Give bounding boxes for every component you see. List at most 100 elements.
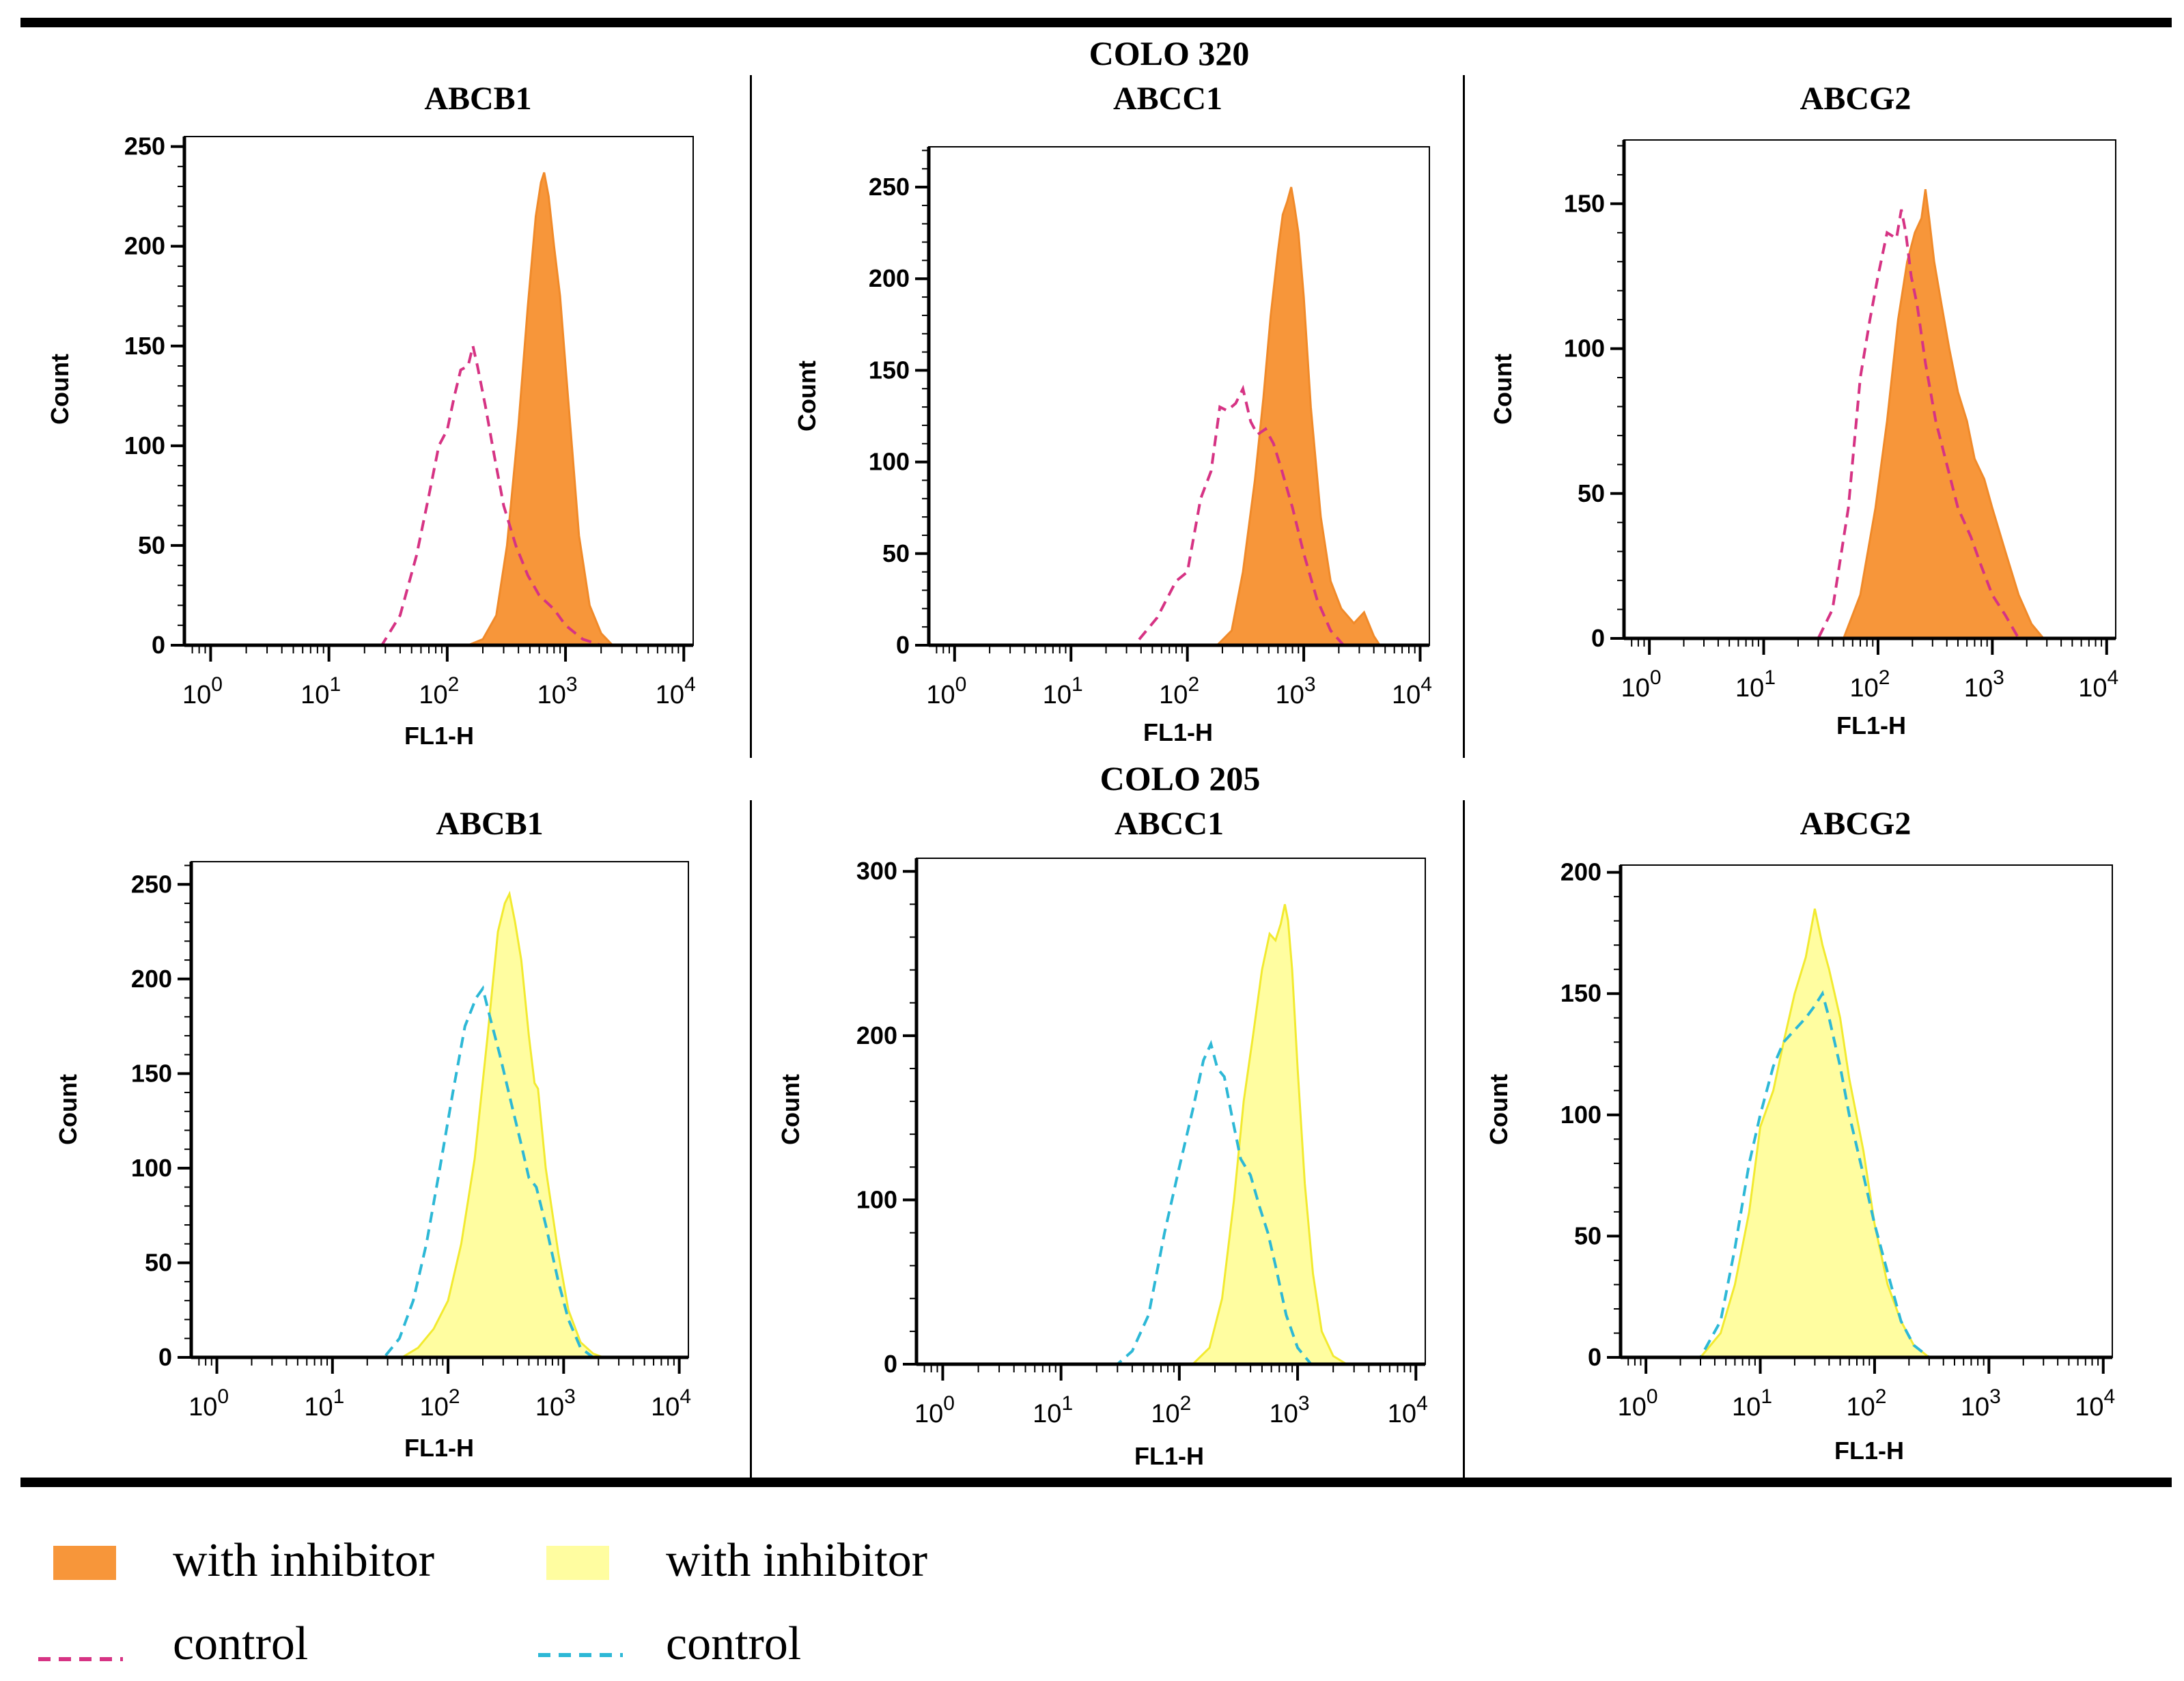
series-line-control: [191, 985, 688, 1359]
x-tick-label: 100: [1618, 1385, 1658, 1422]
y-tick-label: 50: [882, 539, 910, 567]
x-tick-label: 100: [188, 1385, 229, 1422]
panel-title: ABCC1: [1115, 806, 1224, 842]
x-tick-label: 104: [2075, 1385, 2115, 1422]
column-divider-3: [750, 800, 752, 1478]
y-tick-label: 50: [1578, 479, 1605, 507]
series-line-control: [929, 384, 1429, 647]
y-tick-label: 200: [856, 1021, 897, 1049]
y-tick-label: 100: [124, 432, 165, 460]
y-tick-label: 250: [869, 173, 910, 201]
y-axis-label: Count: [54, 1074, 82, 1145]
x-tick-label: 103: [537, 673, 578, 709]
series-fill-with-inhibitor: [929, 186, 1429, 647]
y-tick-label: 200: [1560, 858, 1601, 886]
y-tick-label: 150: [1560, 979, 1601, 1007]
column-divider-2: [1463, 75, 1465, 758]
x-tick-label: 102: [419, 673, 459, 709]
x-tick-label: 100: [1621, 666, 1662, 703]
x-tick-label: 103: [535, 1385, 576, 1422]
y-tick-label: 300: [856, 857, 897, 885]
x-tick-label: 100: [182, 673, 223, 709]
y-axis-label: Count: [793, 361, 821, 432]
y-tick-label: 250: [124, 132, 165, 160]
group-title-colo320: COLO 320: [1089, 34, 1250, 72]
panel-title: ABCB1: [424, 81, 531, 117]
y-axis-label: Count: [46, 354, 74, 425]
y-tick-label: 100: [856, 1185, 897, 1213]
chart-panel-3: ABCG2 0 50 100 150 100 101 102 103 104 FL1-H Count: [1489, 81, 2118, 739]
x-tick-label: 101: [304, 1385, 344, 1422]
y-tick-label: 50: [1574, 1221, 1601, 1249]
y-axis-label: Count: [1485, 1074, 1513, 1145]
x-tick-label: 103: [1961, 1385, 2001, 1422]
panel-title: ABCC1: [1113, 81, 1222, 117]
x-axis-label: FL1-H: [404, 1434, 474, 1462]
x-tick-label: 104: [2078, 666, 2118, 703]
y-tick-label: 0: [896, 631, 910, 659]
series-line-control: [184, 345, 693, 647]
legend: with inhibitor control with inhibitor co…: [38, 1534, 927, 1670]
plot-frame: [184, 136, 694, 646]
x-axis-label: FL1-H: [1143, 718, 1213, 746]
legend-swatch-yellow-fill: [546, 1546, 609, 1580]
plot-frame: [916, 858, 1426, 1365]
x-tick-label: 103: [1276, 673, 1316, 709]
x-tick-label: 104: [651, 1385, 691, 1422]
series-fill-with-inhibitor: [1624, 188, 2116, 640]
legend-label-yellow-inhibitor: with inhibitor: [666, 1534, 927, 1587]
chart-panel-1: ABCB1 0 50 100 150 200 250 100 101 102 103 104 FL1-H…: [46, 81, 696, 750]
y-tick-label: 100: [1564, 335, 1605, 363]
y-tick-label: 150: [131, 1059, 172, 1087]
y-tick-label: 150: [1564, 189, 1605, 217]
panel-title: ABCB1: [436, 806, 543, 842]
y-tick-label: 100: [869, 448, 910, 476]
plot-frame: [928, 146, 1430, 646]
chart-panel-5: ABCC1 0 100 200 300 100 101 102 103 104 FL1-H Count: [776, 806, 1428, 1470]
x-tick-label: 102: [1151, 1392, 1191, 1428]
y-tick-label: 100: [1560, 1101, 1601, 1129]
plot-frame: [191, 861, 689, 1358]
series-line-control: [1624, 209, 2116, 640]
x-tick-label: 101: [1043, 673, 1083, 709]
chart-panel-2: ABCC1 0 50 100 150 200 250 100 101 102 103 104 FL1-H…: [793, 81, 1432, 746]
x-tick-label: 100: [914, 1392, 955, 1428]
y-tick-label: 0: [152, 631, 165, 659]
column-divider-1: [750, 75, 752, 758]
legend-swatch-orange-fill: [53, 1546, 116, 1580]
series-fill-with-inhibitor: [1621, 908, 2112, 1359]
series-line-control: [1621, 990, 2112, 1359]
chart-panel-6: ABCG2 0 50 100 150 200 100 101 102 103 104 FL1-H Cou…: [1485, 806, 2115, 1465]
y-axis-label: Count: [776, 1074, 804, 1145]
column-divider-4: [1463, 800, 1465, 1478]
x-tick-label: 102: [1846, 1385, 1886, 1422]
series-line-control: [916, 1039, 1425, 1366]
y-tick-label: 50: [138, 531, 165, 559]
x-tick-label: 100: [926, 673, 966, 709]
x-tick-label: 104: [1392, 673, 1432, 709]
x-axis-label: FL1-H: [1834, 1437, 1904, 1465]
series-fill-with-inhibitor: [916, 904, 1425, 1366]
top-rule: [20, 18, 2172, 27]
bottom-rule: [20, 1478, 2172, 1487]
y-tick-label: 0: [1588, 1343, 1601, 1371]
y-tick-label: 200: [869, 264, 910, 292]
y-tick-label: 200: [124, 232, 165, 260]
series-fill-with-inhibitor: [184, 172, 693, 647]
y-tick-label: 250: [131, 870, 172, 898]
x-tick-label: 102: [1159, 673, 1199, 709]
y-tick-label: 0: [884, 1350, 897, 1378]
x-tick-label: 102: [420, 1385, 460, 1422]
x-tick-label: 101: [1732, 1385, 1772, 1422]
y-axis-label: Count: [1489, 354, 1517, 425]
y-tick-label: 50: [145, 1248, 172, 1276]
y-tick-label: 100: [131, 1154, 172, 1182]
x-tick-label: 104: [656, 673, 696, 709]
x-axis-label: FL1-H: [1134, 1442, 1204, 1470]
group-title-colo205: COLO 205: [1100, 759, 1261, 797]
legend-label-cyan-control: control: [666, 1618, 801, 1670]
x-tick-label: 104: [1388, 1392, 1428, 1428]
x-tick-label: 102: [1849, 666, 1890, 703]
x-axis-label: FL1-H: [1836, 711, 1906, 739]
